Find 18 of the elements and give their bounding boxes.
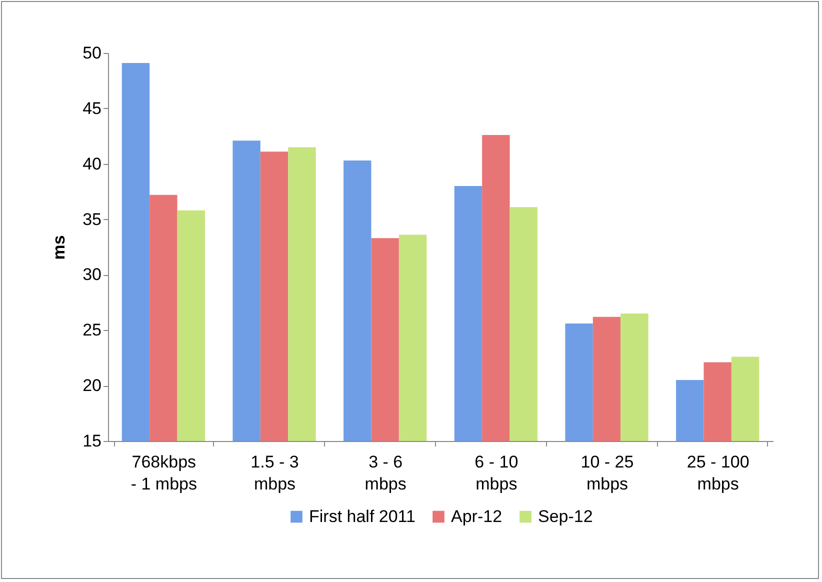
y-tick-label: 20 (82, 376, 102, 396)
x-tick-label: 10 - 25 mbps (580, 452, 634, 494)
y-tick-label: 30 (82, 265, 102, 284)
y-tick-label: 45 (82, 98, 102, 118)
y-tick-label: 50 (82, 44, 102, 62)
y-axis-title: ms (50, 235, 69, 260)
x-tick-label: 3 - 6 mbps (364, 452, 406, 494)
y-tick-label: 15 (82, 432, 102, 450)
x-tick-label: 768kbps - 1 mbps (130, 452, 197, 494)
x-tick-label: 6 - 10 mbps (474, 452, 518, 494)
legend-label: Apr-12 (451, 506, 502, 526)
legend-label: First half 2011 (309, 506, 416, 526)
y-tick-label: 40 (82, 154, 102, 174)
x-tick-label: 25 - 100 mbps (686, 452, 750, 494)
legend-label: Sep-12 (538, 506, 593, 526)
x-tick-label: 1.5 - 3 mbps (250, 452, 299, 494)
y-tick-label: 35 (82, 210, 102, 229)
y-tick-label: 25 (82, 320, 102, 340)
